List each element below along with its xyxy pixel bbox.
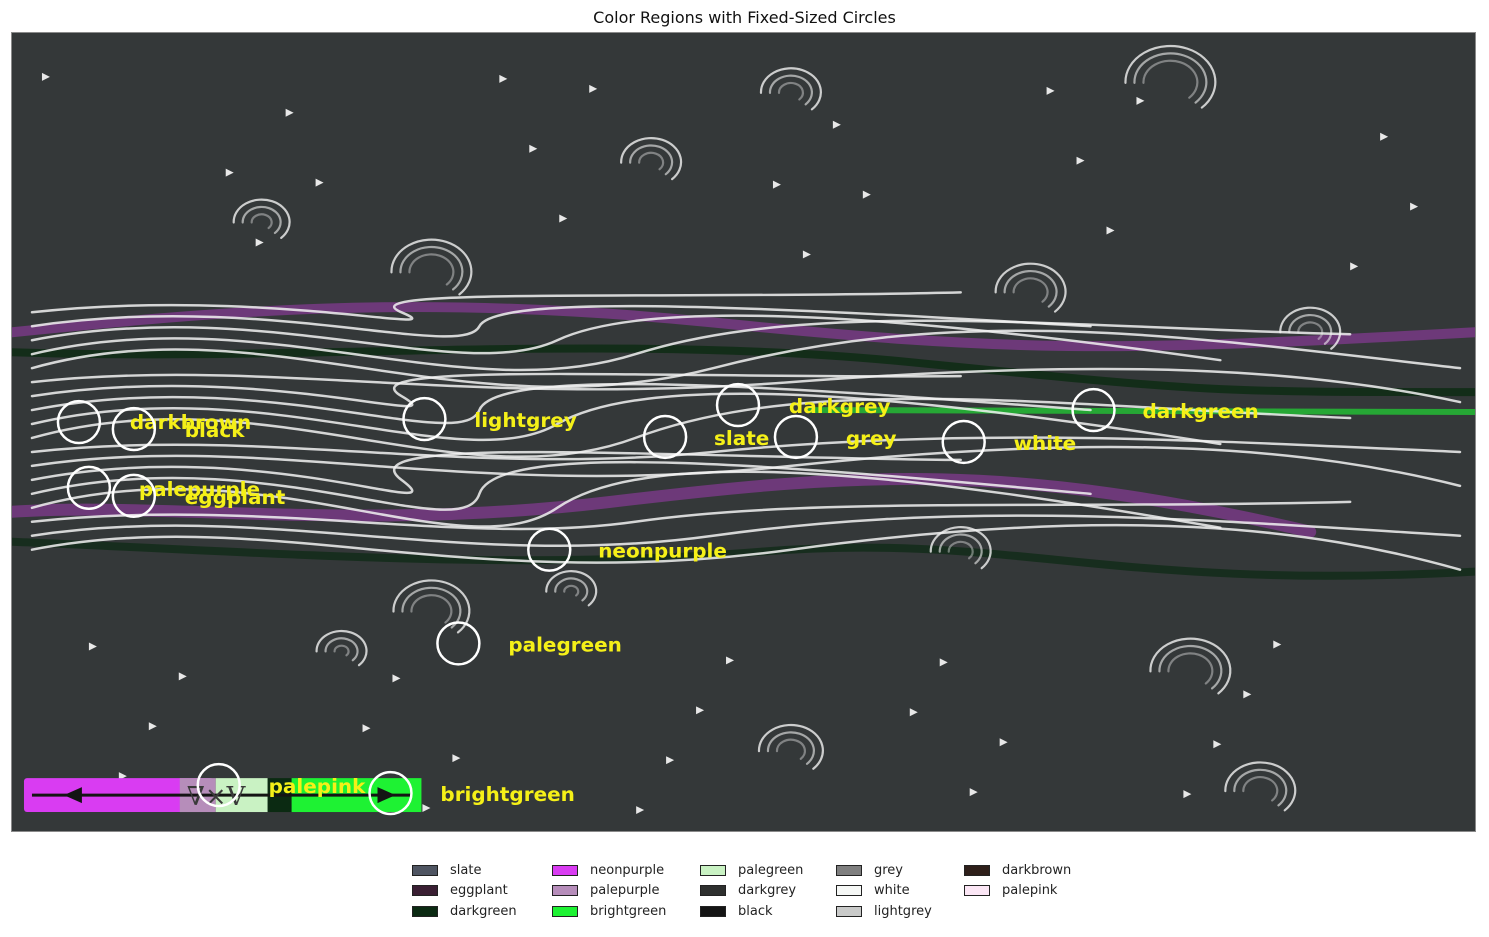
region-circle [1071, 387, 1116, 433]
legend-swatch [836, 905, 862, 917]
legend-swatch [700, 864, 726, 876]
legend-swatch [412, 905, 438, 917]
legend-label: slate [450, 862, 482, 878]
legend-swatch [964, 885, 990, 897]
legend-swatch [552, 885, 578, 897]
region-circle [196, 762, 241, 808]
legend-label: lightgrey [874, 903, 932, 919]
legend-swatch [552, 905, 578, 917]
region-circle [368, 770, 413, 816]
legend-item: white [828, 881, 956, 902]
legend: slate eggplant darkgreen neonpurple palepurp… [404, 860, 1084, 926]
chart-title: Color Regions with Fixed-Sized Circles [593, 8, 896, 27]
legend-item: grey [828, 860, 956, 881]
region-circle [111, 406, 157, 452]
legend-label: grey [874, 862, 904, 878]
legend-item: slate [404, 860, 544, 881]
legend-item: palegreen [692, 860, 828, 881]
legend-item: darkbrown [956, 860, 1076, 881]
region-label: white [1014, 431, 1077, 455]
region-circle [436, 621, 481, 666]
legend-item: lightgrey [828, 901, 956, 922]
legend-swatch [836, 864, 862, 876]
legend-item: darkgreen [404, 901, 544, 922]
region-label: palegreen [508, 632, 622, 656]
legend-label: eggplant [450, 883, 508, 899]
region-circle [402, 396, 447, 442]
legend-item: black [692, 901, 828, 922]
region-label: eggplant [185, 485, 286, 509]
legend-label: darkgreen [450, 903, 517, 919]
legend-label: darkgrey [738, 883, 797, 899]
region-label: neonpurple [598, 539, 727, 563]
legend-label: darkbrown [1002, 862, 1072, 878]
region-circle [66, 465, 112, 511]
legend-label: black [738, 903, 773, 919]
region-label: brightgreen [440, 782, 574, 806]
legend-swatch [964, 864, 990, 876]
legend-swatch [700, 885, 726, 897]
legend-item: eggplant [404, 881, 544, 902]
legend-item: darkgrey [692, 881, 828, 902]
legend-swatch [552, 864, 578, 876]
region-label: palepurple [139, 477, 260, 501]
legend-label: palepurple [590, 883, 660, 899]
region-label: black [185, 418, 245, 442]
legend-swatch [412, 885, 438, 897]
legend-swatch [700, 905, 726, 917]
legend-label: brightgreen [590, 903, 667, 919]
flow-visualization: ∇×V darkbrown black lightgrey slate darkgrey… [11, 32, 1476, 832]
legend-label: neonpurple [590, 862, 665, 878]
region-circle [111, 473, 157, 519]
region-circle [527, 527, 572, 572]
region-circle [56, 399, 102, 445]
legend-swatch [836, 885, 862, 897]
region-label: darkgreen [1142, 399, 1258, 423]
region-label: palepink [269, 774, 367, 798]
region-circle [715, 382, 761, 428]
region-label: darkgrey [789, 394, 891, 418]
streamline-field [12, 44, 1475, 815]
region-label: slate [714, 426, 769, 450]
region-label: darkbrown [130, 410, 251, 434]
region-label: grey [846, 426, 897, 450]
legend-label: palepink [1002, 883, 1058, 899]
legend-label: white [874, 883, 910, 899]
region-circle [941, 419, 986, 465]
legend-swatch [412, 864, 438, 876]
region-circle [773, 414, 819, 460]
legend-item: brightgreen [544, 901, 692, 922]
region-circle [642, 414, 688, 460]
curl-symbol: ∇×V [187, 782, 247, 812]
legend-label: palegreen [738, 862, 804, 878]
legend-item: palepink [956, 881, 1076, 902]
legend-item: palepurple [544, 881, 692, 902]
region-label: lightgrey [474, 408, 576, 432]
legend-item: neonpurple [544, 860, 692, 881]
